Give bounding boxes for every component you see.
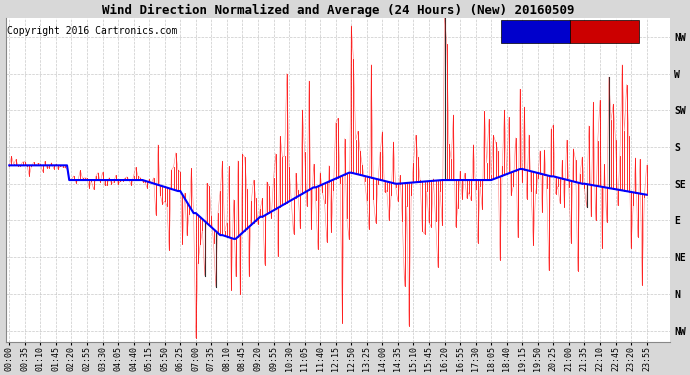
Title: Wind Direction Normalized and Average (24 Hours) (New) 20160509: Wind Direction Normalized and Average (2… — [102, 4, 574, 17]
Text: Copyright 2016 Cartronics.com: Copyright 2016 Cartronics.com — [7, 26, 177, 36]
Text: Direction: Direction — [573, 27, 622, 36]
Text: Average: Average — [504, 27, 542, 36]
